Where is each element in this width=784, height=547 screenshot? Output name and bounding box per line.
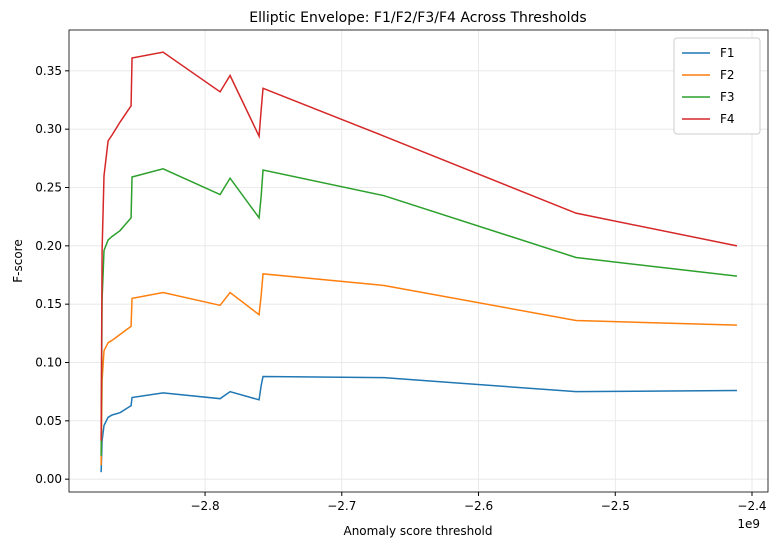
y-tick-label: 0.10 <box>35 356 62 370</box>
x-tick-label: −2.5 <box>601 499 630 513</box>
legend-box <box>673 37 761 135</box>
data-line <box>100 375 737 473</box>
x-tick-label: −2.6 <box>464 499 493 513</box>
x-tick-label: −2.7 <box>327 499 356 513</box>
y-tick-label: 0.05 <box>35 414 62 428</box>
y-tick-label: 0.00 <box>35 472 62 486</box>
y-tick-label: 0.20 <box>35 239 62 253</box>
legend-label: F2 <box>720 68 735 82</box>
y-tick-label: 0.15 <box>35 297 62 311</box>
legend-label: F4 <box>720 112 735 126</box>
y-tick-label: 0.35 <box>35 64 62 78</box>
data-line <box>100 168 738 456</box>
y-tick-label: 0.25 <box>35 181 62 195</box>
y-tick-label: 0.30 <box>35 122 62 136</box>
x-tick-label: −2.4 <box>737 499 766 513</box>
x-axis-label: Anomaly score threshold <box>343 524 492 538</box>
data-line <box>100 273 737 466</box>
x-offset-label: 1e9 <box>737 517 760 531</box>
legend-label: F3 <box>720 90 735 104</box>
data-line <box>100 51 738 441</box>
chart-title: Elliptic Envelope: F1/F2/F3/F4 Across Th… <box>249 10 586 26</box>
plot-frame <box>68 29 769 493</box>
legend-label: F1 <box>720 46 735 60</box>
x-tick-label: −2.8 <box>190 499 219 513</box>
y-axis-label: F-score <box>11 239 25 282</box>
